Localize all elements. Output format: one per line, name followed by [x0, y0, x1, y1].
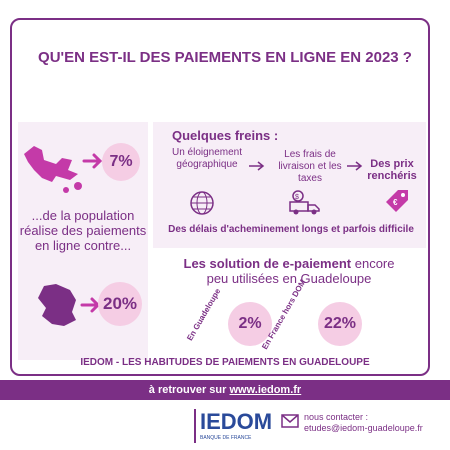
- value-france: 22%: [318, 302, 362, 346]
- footer-heading: IEDOM - LES HABITUDES DE PAIEMENTS EN GU…: [80, 357, 370, 368]
- solution-line2: peu utilisées en Guadeloupe: [206, 271, 372, 286]
- mail-icon: [281, 414, 299, 428]
- right-panel: [153, 122, 426, 248]
- iedom-logo: IEDOM BANQUE DE FRANCE: [188, 405, 272, 447]
- iedom-link[interactable]: www.iedom.fr: [229, 384, 302, 396]
- arrow-right-icon: [249, 161, 265, 171]
- page-title: QU'EN EST-IL DES PAIEMENTS EN LIGNE EN 2…: [38, 49, 412, 66]
- svg-text:€: €: [393, 198, 398, 207]
- logo-sub: BANQUE DE FRANCE: [200, 435, 252, 441]
- svg-text:$: $: [295, 194, 299, 201]
- pct-guadeloupe: 7%: [102, 143, 140, 181]
- freins-title: Quelques freins :: [172, 128, 279, 143]
- contact-label: nous contacter :: [304, 412, 369, 422]
- frein-frais: Les frais de livraison et les taxes: [278, 149, 342, 184]
- contact-email[interactable]: etudes@iedom-guadeloupe.fr: [304, 423, 423, 433]
- main-frame: [10, 18, 430, 376]
- footer-link-prefix: à retrouver sur: [148, 384, 227, 396]
- pct-france: 20%: [98, 282, 142, 326]
- solution-line1-rest: encore: [354, 256, 395, 271]
- globe-icon: [190, 191, 214, 215]
- population-text: ...de la population réalise des paiement…: [19, 208, 147, 253]
- solution-line1-bold: Les solution de e-paiement: [183, 256, 352, 271]
- price-tag-icon: €: [386, 190, 408, 212]
- frein-prix: Des prix renchéris: [367, 158, 417, 182]
- arrow-right-icon: [82, 153, 103, 169]
- guadeloupe-map-icon: [24, 146, 82, 193]
- solution-text: Les solution de e-paiement encore peu ut…: [150, 256, 428, 286]
- delays-text: Des délais d'acheminement longs et parfo…: [168, 224, 414, 235]
- logo-text: IEDOM: [200, 409, 273, 434]
- delivery-truck-icon: $: [289, 190, 320, 215]
- frein-eloignement: Un éloignement géographique: [171, 147, 243, 170]
- arrow-right-icon: [347, 161, 363, 171]
- france-map-icon: [38, 284, 76, 326]
- footer-link-bar: à retrouver sur www.iedom.fr: [0, 380, 450, 400]
- value-guadeloupe: 2%: [228, 302, 272, 346]
